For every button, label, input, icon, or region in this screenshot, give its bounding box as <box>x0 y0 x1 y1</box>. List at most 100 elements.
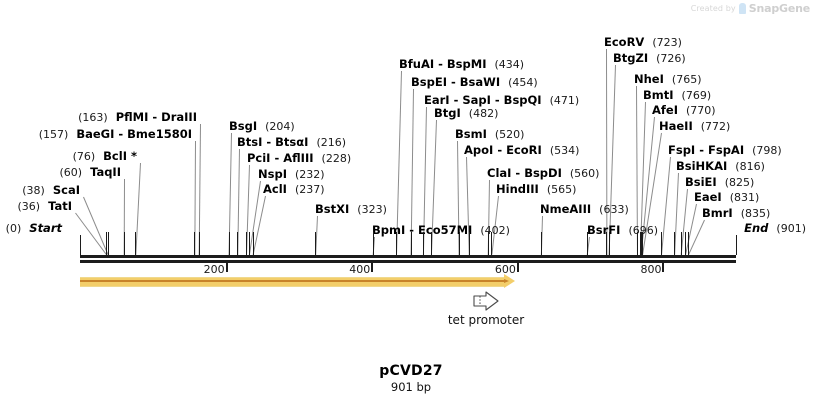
enzyme-position: (237) <box>294 183 325 196</box>
enzyme-position: (76) <box>72 150 96 163</box>
enzyme-name: BsrFI <box>587 223 621 237</box>
enzyme-label-baegi[interactable]: (157) BaeGI - Bme1580I <box>39 128 192 141</box>
enzyme-label-eari[interactable]: EarI - SapI - BspQI (471) <box>424 94 579 107</box>
enzyme-label-nspi[interactable]: NspI (232) <box>258 168 325 181</box>
cut-tick-eaei <box>685 232 687 255</box>
enzyme-label-btgi[interactable]: BtgI (482) <box>434 107 498 120</box>
enzyme-label-bfuai[interactable]: BfuAI - BspMI (434) <box>399 58 524 71</box>
watermark-created-label: Created by <box>690 4 736 13</box>
enzyme-label-pcii[interactable]: PciI - AflIII (228) <box>247 152 351 165</box>
enzyme-label-tati[interactable]: (36) TatI <box>17 200 72 213</box>
cut-tick-bsmi <box>458 232 460 255</box>
enzyme-label-bmti[interactable]: BmtI (769) <box>643 89 711 102</box>
enzyme-name: NmeAIII <box>540 202 592 216</box>
enzyme-label-bspei[interactable]: BspEI - BsaWI (454) <box>411 76 538 89</box>
enzyme-label-pflmi[interactable]: (163) PflMI - DraIII <box>78 111 197 124</box>
enzyme-label-clai[interactable]: ClaI - BspDI (560) <box>487 167 599 180</box>
enzyme-label-bsiei[interactable]: BsiEI (825) <box>685 176 754 189</box>
enzyme-label-bmri[interactable]: BmrI (835) <box>702 207 770 220</box>
end-tick-start <box>80 235 81 255</box>
enzyme-position: (798) <box>752 144 782 157</box>
cut-tick-bsihkai <box>674 232 676 255</box>
ruler-tick-400 <box>371 263 374 272</box>
ruler-label-800: 800 <box>640 263 662 276</box>
enzyme-position: (216) <box>316 136 347 149</box>
cut-tick-bmri <box>687 232 689 255</box>
enzyme-label-bsmi[interactable]: BsmI (520) <box>455 128 524 141</box>
enzyme-label-bstxi[interactable]: BstXI (323) <box>315 203 387 216</box>
cut-tick-btgzi <box>608 232 610 255</box>
cut-tick-btsi <box>237 232 239 255</box>
enzyme-label-btsi[interactable]: BtsI - BtsαI (216) <box>237 136 346 149</box>
end-label-start: (0) Start <box>6 222 62 235</box>
enzyme-name: BspEI - BsaWI <box>411 75 501 89</box>
enzyme-name: BsiEI <box>685 175 717 189</box>
ruler-label-600: 600 <box>494 263 516 276</box>
plasmid-length: 901 bp <box>390 380 432 394</box>
enzyme-name: ApoI - EcoRI <box>464 143 542 157</box>
cut-tick-ecorv <box>606 232 608 255</box>
promoter-arrow-icon <box>473 291 499 311</box>
cut-tick-hindiii <box>491 232 493 255</box>
enzyme-label-taqii[interactable]: (60) TaqII <box>59 166 121 179</box>
enzyme-name: BmtI <box>643 88 674 102</box>
plasmid-name: pCVD27 <box>379 363 443 379</box>
cut-tick-bsiei <box>680 232 682 255</box>
enzyme-position: (482) <box>468 107 499 120</box>
enzyme-label-hindiii[interactable]: HindIII (565) <box>496 183 576 196</box>
enzyme-name: BfuAI - BspMI <box>399 57 487 71</box>
enzyme-label-fspi[interactable]: FspI - FspAI (798) <box>668 144 782 157</box>
enzyme-position: (232) <box>295 168 325 181</box>
enzyme-label-nmeaiii[interactable]: NmeAIII (633) <box>540 203 629 216</box>
enzyme-name: BsgI <box>229 119 258 133</box>
enzyme-name: ClaI - BspDI <box>487 166 562 180</box>
enzyme-position: (434) <box>494 58 525 71</box>
cut-tick-pcii <box>246 232 247 255</box>
enzyme-name: EaeI <box>694 190 722 204</box>
cut-tick-taqii <box>123 232 125 255</box>
enzyme-label-bpmi[interactable]: BpmI - Eco57MI (402) <box>372 224 510 237</box>
feature-bar-tet-promoter[interactable] <box>80 277 505 287</box>
cut-tick-nspi <box>248 232 250 255</box>
enzyme-position: (825) <box>724 176 755 189</box>
enzyme-position: (831) <box>729 191 760 204</box>
enzyme-position: (633) <box>599 203 629 216</box>
enzyme-position: (60) <box>59 166 83 179</box>
enzyme-name: BsmI <box>455 127 487 141</box>
enzyme-name: BtgZI <box>613 51 649 65</box>
enzyme-label-btgzi[interactable]: BtgZI (726) <box>613 52 686 65</box>
enzyme-label-nhei[interactable]: NheI (765) <box>634 73 702 86</box>
cut-tick-bsrfi <box>586 232 588 255</box>
cut-tick-pflmi <box>198 232 200 255</box>
cut-tick-scai <box>107 232 109 255</box>
enzyme-position: (520) <box>494 128 525 141</box>
enzyme-position: (723) <box>652 36 682 49</box>
cut-tick-apoi <box>468 232 470 255</box>
enzyme-label-bcli[interactable]: (76) BclI * <box>73 150 137 163</box>
enzyme-label-acli[interactable]: AclI (237) <box>263 183 325 196</box>
enzyme-name: EcoRV <box>604 35 645 49</box>
enzyme-label-bsrfi[interactable]: BsrFI (696) <box>587 224 658 237</box>
enzyme-label-eaei[interactable]: EaeI (831) <box>694 191 759 204</box>
cut-tick-afei <box>640 232 642 255</box>
enzyme-position: (565) <box>546 183 577 196</box>
enzyme-label-bsgi[interactable]: BsgI (204) <box>229 120 295 133</box>
enzyme-position: (323) <box>357 203 387 216</box>
enzyme-label-apoi[interactable]: ApoI - EcoRI (534) <box>464 144 579 157</box>
enzyme-name: AclI <box>263 182 287 196</box>
enzyme-label-scai[interactable]: (38) ScaI <box>22 184 80 197</box>
cut-tick-tati <box>106 232 108 255</box>
enzyme-name: BpmI - Eco57MI <box>372 223 473 237</box>
cut-tick-btgi <box>430 232 432 255</box>
enzyme-name: NheI <box>634 72 664 86</box>
enzyme-position: (534) <box>549 144 580 157</box>
cut-tick-clai <box>487 232 489 255</box>
enzyme-position: (765) <box>671 73 702 86</box>
enzyme-position: (560) <box>569 167 600 180</box>
enzyme-label-haeii[interactable]: HaeII (772) <box>659 120 730 133</box>
cut-tick-nmeaiii <box>540 232 542 255</box>
enzyme-label-bsihkai[interactable]: BsiHKAI (816) <box>676 160 765 173</box>
cut-tick-bsgi <box>228 232 230 255</box>
enzyme-label-afei[interactable]: AfeI (770) <box>652 104 716 117</box>
enzyme-label-ecorv[interactable]: EcoRV (723) <box>604 36 682 49</box>
